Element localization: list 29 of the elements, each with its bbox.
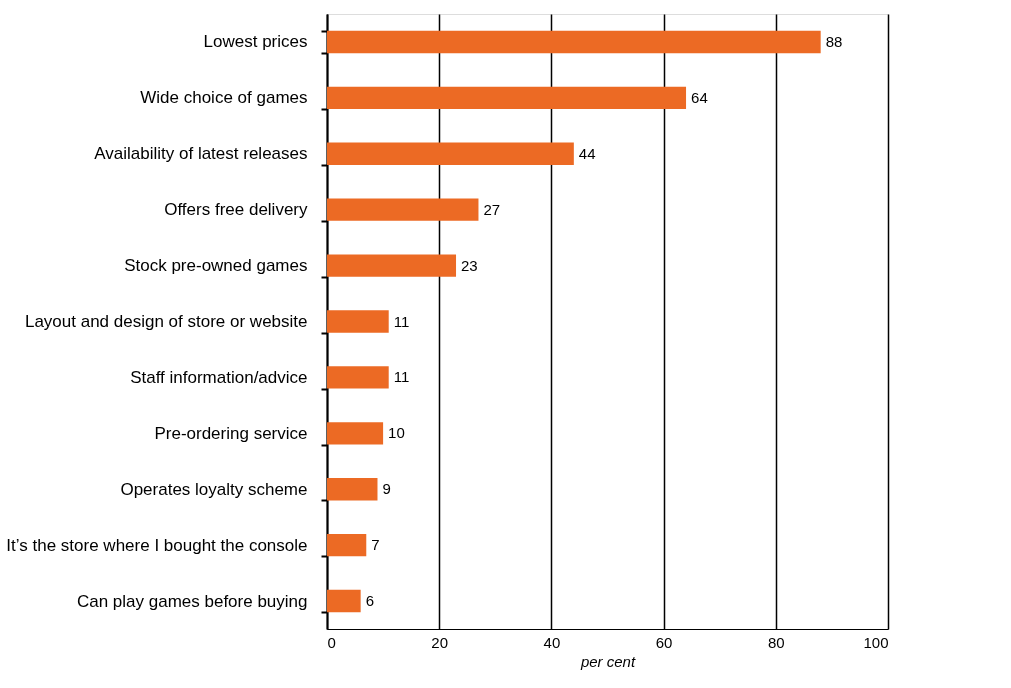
x-tick-label: 20	[431, 633, 449, 651]
data-label: 64	[691, 88, 708, 106]
data-label: 11	[393, 368, 410, 386]
y-tick-label: Wide choice of games	[140, 88, 308, 108]
y-tick-label: Lowest prices	[203, 32, 308, 52]
y-tick-label: Can play games before buying	[76, 591, 308, 611]
data-label: 88	[825, 32, 843, 50]
data-label: 44	[578, 144, 596, 162]
y-tick-label: Operates loyalty scheme	[120, 479, 308, 499]
x-tick-label: 60	[655, 633, 673, 651]
data-label: 9	[382, 480, 391, 498]
y-tick-label: Pre-ordering service	[154, 423, 308, 443]
data-label: 11	[393, 312, 410, 330]
x-tick-label: 0	[327, 633, 336, 651]
y-tick-label: Availability of latest releases	[94, 144, 308, 164]
y-tick-label: It’s the store where I bought the console	[6, 535, 308, 555]
y-tick-label: Layout and design of store or website	[24, 312, 308, 331]
data-label: 27	[483, 200, 501, 218]
data-label: 10	[388, 424, 405, 442]
y-tick-label: Offers free delivery	[164, 200, 308, 220]
y-tick-label: Stock pre-owned games	[124, 256, 308, 276]
data-label: 7	[371, 536, 380, 554]
x-tick-label: 100	[863, 633, 889, 651]
x-axis-title: per cent	[579, 652, 636, 670]
data-label: 23	[461, 256, 478, 274]
y-tick-label: Staff information/advice	[130, 367, 308, 387]
data-label: 6	[365, 592, 374, 610]
x-tick-label: 40	[543, 633, 561, 651]
x-tick-label: 80	[767, 633, 785, 651]
